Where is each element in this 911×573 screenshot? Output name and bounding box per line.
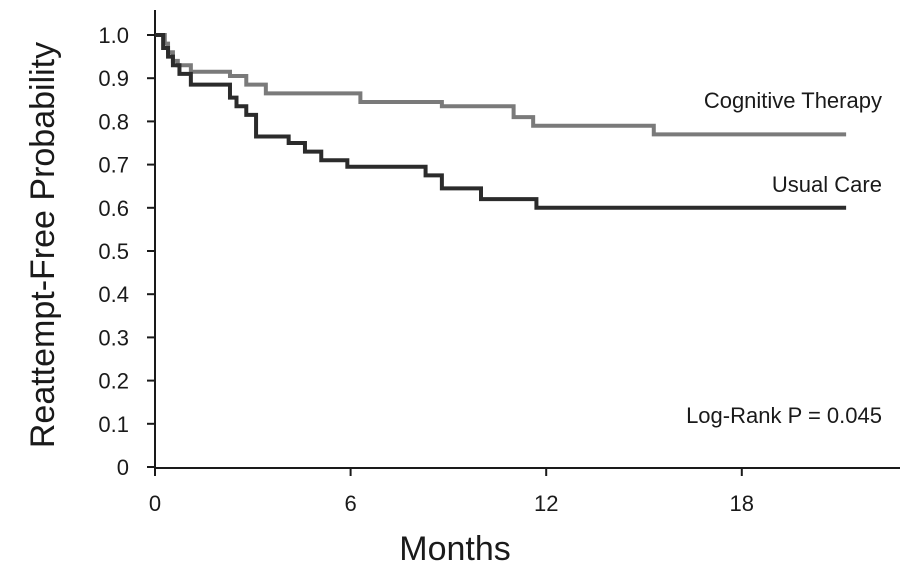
annotations: Log-Rank P = 0.045	[686, 403, 882, 428]
y-axis-title: Reattempt-Free Probability	[24, 42, 62, 448]
axes	[154, 10, 900, 469]
y-ticks: 0 0.1 0.2 0.3 0.4 0.5 0.6 0.7 0.8 0.9 1.0	[98, 23, 155, 480]
y-tick-label: 0.4	[98, 282, 129, 307]
y-tick-label: 0.6	[98, 196, 129, 221]
y-tick-label: 0.3	[98, 325, 129, 350]
y-tick-label: 0.9	[98, 66, 129, 91]
y-tick-label: 0.1	[98, 412, 129, 437]
usual-care-curve	[155, 33, 847, 210]
cognitive-therapy-curve	[155, 33, 847, 137]
curves	[155, 33, 847, 210]
log-rank-annotation: Log-Rank P = 0.045	[686, 403, 882, 428]
x-ticks: 0 6 12 18	[149, 468, 754, 516]
cognitive-therapy-label: Cognitive Therapy	[704, 88, 882, 113]
y-tick-label: 0.8	[98, 109, 129, 134]
x-tick-label: 6	[344, 491, 356, 516]
x-tick-label: 0	[149, 491, 161, 516]
usual-care-label: Usual Care	[772, 172, 882, 197]
y-tick-label: 0.7	[98, 153, 129, 178]
y-tick-label: 0.2	[98, 369, 129, 394]
y-tick-label: 1.0	[98, 23, 129, 48]
x-tick-label: 18	[730, 491, 754, 516]
x-tick-label: 12	[534, 491, 558, 516]
y-tick-label: 0.5	[98, 239, 129, 264]
y-tick-label: 0	[117, 455, 129, 480]
series-labels: Cognitive Therapy Usual Care	[704, 88, 882, 197]
x-axis-title: Months	[399, 530, 511, 568]
